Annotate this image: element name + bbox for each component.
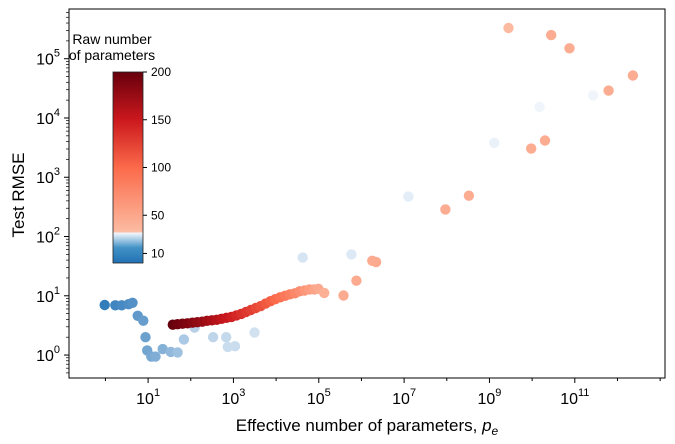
x-tick-label: 105 xyxy=(307,387,331,408)
data-point xyxy=(539,135,551,146)
x-tick-exp: 5 xyxy=(325,387,331,399)
y-tick-exp: 0 xyxy=(54,344,60,356)
data-point xyxy=(564,43,575,54)
data-point xyxy=(603,85,614,96)
x-tick-base: 10 xyxy=(560,391,578,408)
data-point xyxy=(178,334,190,345)
data-point xyxy=(463,190,475,201)
x-tick-base: 10 xyxy=(221,391,239,408)
y-tick-base: 10 xyxy=(36,289,54,306)
data-point xyxy=(157,343,168,355)
data-point xyxy=(346,249,357,260)
x-tick-label: 107 xyxy=(392,387,416,408)
y-tick-exp: 3 xyxy=(54,166,60,178)
y-tick-label: 105 xyxy=(36,48,60,69)
data-point xyxy=(588,90,599,101)
colorbar-tick-label: 50 xyxy=(151,208,165,222)
x-axis-label: Effective number of parameters, pe xyxy=(236,416,499,438)
plot-frame xyxy=(68,8,666,379)
y-tick-label: 100 xyxy=(36,344,60,365)
x-tick-base: 10 xyxy=(307,391,325,408)
colorbar-gradient xyxy=(112,71,144,264)
y-tick-label: 102 xyxy=(36,226,60,247)
x-tick-exp: 1 xyxy=(154,387,160,399)
data-point xyxy=(127,297,138,308)
x-tick-exp: 11 xyxy=(578,387,589,399)
y-tick-base: 10 xyxy=(36,348,54,365)
data-point xyxy=(526,143,537,154)
y-tick-label: 103 xyxy=(36,166,60,187)
x-tick-label: 109 xyxy=(477,387,501,408)
x-tick-base: 10 xyxy=(136,391,154,408)
data-point xyxy=(150,351,161,362)
data-point xyxy=(403,191,414,202)
x-tick-label: 101 xyxy=(136,387,160,408)
data-point xyxy=(319,287,330,299)
x-tick-base: 10 xyxy=(477,391,495,408)
data-point xyxy=(229,341,241,352)
y-tick-label: 101 xyxy=(36,285,60,306)
y-axis-label: Test RMSE xyxy=(9,152,28,237)
data-point xyxy=(297,252,308,263)
y-tick-base: 10 xyxy=(36,230,54,247)
colorbar-title-line2: of parameters xyxy=(69,47,155,63)
colorbar-tick-label: 150 xyxy=(151,113,171,127)
data-point xyxy=(140,332,151,343)
data-point xyxy=(99,299,110,311)
data-point xyxy=(440,204,451,215)
data-point xyxy=(489,137,500,148)
y-tick-label: 104 xyxy=(36,107,60,128)
x-tick-exp: 7 xyxy=(410,387,416,399)
data-points xyxy=(99,22,639,362)
data-point xyxy=(207,332,219,343)
y-tick-base: 10 xyxy=(36,52,54,69)
x-tick-exp: 9 xyxy=(495,387,501,399)
y-tick-base: 10 xyxy=(36,111,54,128)
data-point xyxy=(338,290,349,301)
data-point xyxy=(221,332,232,343)
data-point xyxy=(172,347,183,358)
y-tick-exp: 2 xyxy=(54,226,60,238)
data-point xyxy=(249,327,260,338)
data-point xyxy=(503,22,514,34)
data-point xyxy=(546,29,557,41)
colorbar-tick-label: 200 xyxy=(151,65,171,79)
y-tick-exp: 5 xyxy=(54,48,60,60)
y-tick-exp: 4 xyxy=(54,107,60,119)
data-point xyxy=(138,315,149,326)
data-point xyxy=(534,101,545,113)
x-tick-base: 10 xyxy=(392,391,410,408)
x-tick-label: 1011 xyxy=(560,387,589,408)
data-point xyxy=(627,70,639,81)
colorbar: Raw number of parameters 10 50 100 150 200 xyxy=(69,31,171,264)
x-tick-label: 103 xyxy=(221,387,245,408)
colorbar-tick-label: 100 xyxy=(151,161,171,175)
y-tick-exp: 1 xyxy=(54,285,60,297)
y-tick-base: 10 xyxy=(36,170,54,187)
data-point xyxy=(370,256,382,268)
data-point xyxy=(351,275,362,286)
x-tick-exp: 3 xyxy=(239,387,245,399)
colorbar-tick-label: 10 xyxy=(151,246,165,260)
colorbar-title-line1: Raw number xyxy=(72,31,152,47)
